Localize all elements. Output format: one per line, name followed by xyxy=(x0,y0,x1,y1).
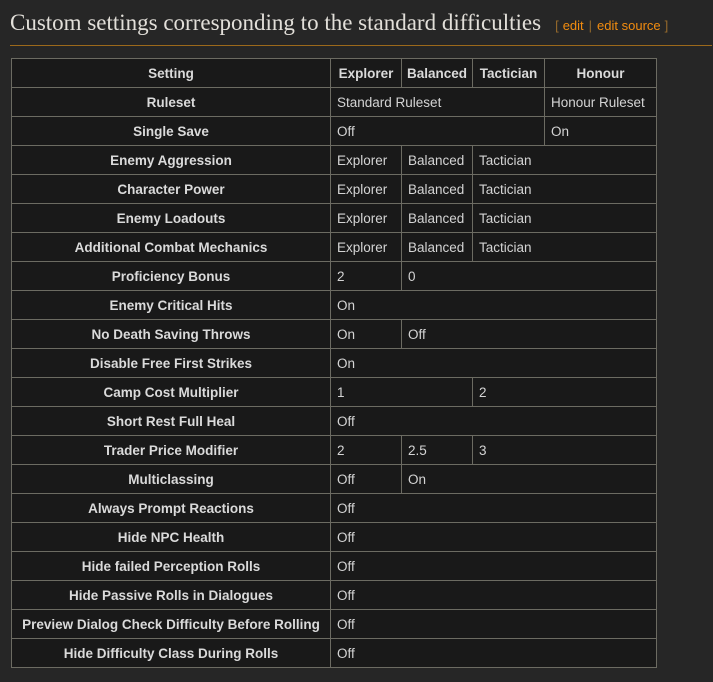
setting-value: Balanced xyxy=(401,203,473,233)
setting-value: Explorer xyxy=(330,145,402,175)
setting-value: 2 xyxy=(330,261,402,291)
setting-value: Tactician xyxy=(472,174,657,204)
setting-value: 0 xyxy=(401,261,657,291)
edit-bracket-close: ] xyxy=(664,18,669,33)
table-row: Enemy Aggression Explorer Balanced Tacti… xyxy=(11,145,657,175)
setting-value: On xyxy=(544,116,657,146)
setting-name: Character Power xyxy=(11,174,331,204)
column-header-explorer: Explorer xyxy=(330,58,402,88)
setting-value: On xyxy=(330,290,657,320)
edit-section: [edit | edit source] xyxy=(555,18,668,33)
setting-value: 2.5 xyxy=(401,435,473,465)
setting-name: No Death Saving Throws xyxy=(11,319,331,349)
setting-value: Explorer xyxy=(330,174,402,204)
setting-value: Off xyxy=(330,116,545,146)
table-row: No Death Saving Throws On Off xyxy=(11,319,657,349)
table-row: Camp Cost Multiplier 1 2 xyxy=(11,377,657,407)
table-row: Ruleset Standard Ruleset Honour Ruleset xyxy=(11,87,657,117)
table-row: Proficiency Bonus 2 0 xyxy=(11,261,657,291)
setting-value: Off xyxy=(330,609,657,639)
setting-value: Off xyxy=(330,406,657,436)
setting-value: Balanced xyxy=(401,232,473,262)
page-title: Custom settings corresponding to the sta… xyxy=(10,10,542,35)
section-heading: Custom settings corresponding to the sta… xyxy=(10,0,712,46)
table-row: Trader Price Modifier 2 2.5 3 xyxy=(11,435,657,465)
setting-value: Off xyxy=(330,464,402,494)
edit-link[interactable]: edit xyxy=(562,18,584,33)
setting-value: 2 xyxy=(330,435,402,465)
setting-name: Multiclassing xyxy=(11,464,331,494)
setting-name: Additional Combat Mechanics xyxy=(11,232,331,262)
setting-name: Always Prompt Reactions xyxy=(11,493,331,523)
setting-name: Ruleset xyxy=(11,87,331,117)
setting-value: Off xyxy=(330,551,657,581)
table-row: Always Prompt Reactions Off xyxy=(11,493,657,523)
setting-value: On xyxy=(330,319,402,349)
setting-name: Hide Difficulty Class During Rolls xyxy=(11,638,331,668)
table-row: Single Save Off On xyxy=(11,116,657,146)
setting-value: Tactician xyxy=(472,145,657,175)
setting-name: Enemy Aggression xyxy=(11,145,331,175)
table-row: Disable Free First Strikes On xyxy=(11,348,657,378)
table-row: Enemy Loadouts Explorer Balanced Tactici… xyxy=(11,203,657,233)
setting-value: Balanced xyxy=(401,174,473,204)
setting-value: Honour Ruleset xyxy=(544,87,657,117)
setting-value: On xyxy=(401,464,657,494)
column-header-setting: Setting xyxy=(11,58,331,88)
table-header-row: Setting Explorer Balanced Tactician Hono… xyxy=(11,58,657,88)
setting-value: Tactician xyxy=(472,203,657,233)
edit-separator: | xyxy=(588,18,593,33)
setting-value: Off xyxy=(330,493,657,523)
setting-name: Hide NPC Health xyxy=(11,522,331,552)
table-row: Hide failed Perception Rolls Off xyxy=(11,551,657,581)
table-row: Character Power Explorer Balanced Tactic… xyxy=(11,174,657,204)
setting-value: Off xyxy=(330,638,657,668)
setting-name: Proficiency Bonus xyxy=(11,261,331,291)
edit-source-link[interactable]: edit source xyxy=(597,18,661,33)
setting-value: 2 xyxy=(472,377,657,407)
setting-value: Tactician xyxy=(472,232,657,262)
setting-value: Standard Ruleset xyxy=(330,87,545,117)
setting-name: Camp Cost Multiplier xyxy=(11,377,331,407)
table-row: Short Rest Full Heal Off xyxy=(11,406,657,436)
table-row: Enemy Critical Hits On xyxy=(11,290,657,320)
setting-value: On xyxy=(330,348,657,378)
setting-value: Explorer xyxy=(330,203,402,233)
setting-value: Off xyxy=(401,319,657,349)
table-row: Hide Difficulty Class During Rolls Off xyxy=(11,638,657,668)
setting-name: Preview Dialog Check Difficulty Before R… xyxy=(11,609,331,639)
setting-value: Balanced xyxy=(401,145,473,175)
table-row: Preview Dialog Check Difficulty Before R… xyxy=(11,609,657,639)
setting-value: Explorer xyxy=(330,232,402,262)
column-header-balanced: Balanced xyxy=(401,58,473,88)
table-row: Hide NPC Health Off xyxy=(11,522,657,552)
table-row: Additional Combat Mechanics Explorer Bal… xyxy=(11,232,657,262)
setting-name: Hide Passive Rolls in Dialogues xyxy=(11,580,331,610)
setting-name: Short Rest Full Heal xyxy=(11,406,331,436)
setting-name: Enemy Loadouts xyxy=(11,203,331,233)
setting-name: Enemy Critical Hits xyxy=(11,290,331,320)
setting-value: Off xyxy=(330,522,657,552)
column-header-tactician: Tactician xyxy=(472,58,545,88)
setting-value: Off xyxy=(330,580,657,610)
table-row: Multiclassing Off On xyxy=(11,464,657,494)
column-header-honour: Honour xyxy=(544,58,657,88)
settings-table: Setting Explorer Balanced Tactician Hono… xyxy=(11,58,657,668)
setting-name: Hide failed Perception Rolls xyxy=(11,551,331,581)
edit-bracket-open: [ xyxy=(555,18,559,33)
table-row: Hide Passive Rolls in Dialogues Off xyxy=(11,580,657,610)
setting-name: Trader Price Modifier xyxy=(11,435,331,465)
setting-value: 3 xyxy=(472,435,657,465)
setting-value: 1 xyxy=(330,377,473,407)
setting-name: Disable Free First Strikes xyxy=(11,348,331,378)
setting-name: Single Save xyxy=(11,116,331,146)
